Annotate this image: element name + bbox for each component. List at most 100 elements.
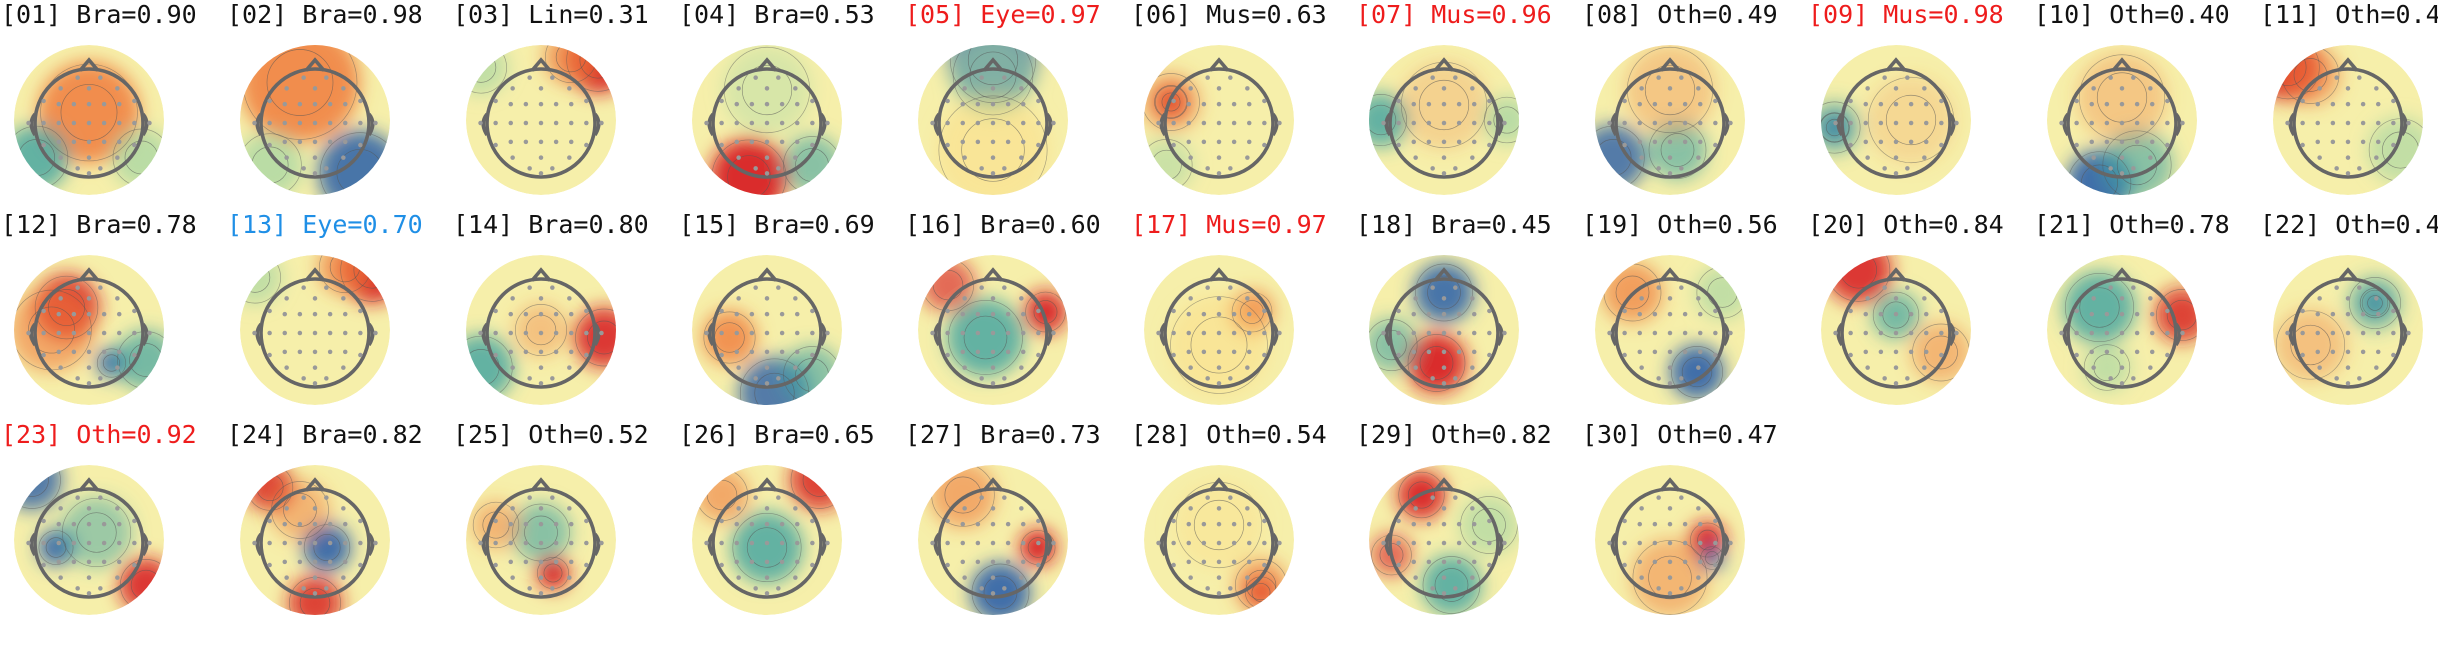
electrodes [1607, 495, 1733, 596]
component-28: [28] Oth=0.54 [1131, 420, 1357, 630]
topomap [692, 45, 842, 195]
electrodes [478, 285, 604, 386]
topomap [1595, 45, 1745, 195]
topomap [2047, 45, 2197, 195]
electrodes [704, 285, 830, 386]
head-outline [1384, 267, 1504, 389]
head-outline [1384, 477, 1504, 599]
topomap [240, 45, 390, 195]
head-outline [255, 267, 375, 389]
head-outline [1159, 477, 1279, 599]
head-outline [1610, 477, 1730, 599]
head-outline [255, 57, 375, 179]
component-label: [25] Oth=0.52 [453, 420, 649, 449]
electrodes [252, 495, 378, 596]
component-label: [01] Bra=0.90 [1, 0, 197, 29]
head-outline [481, 267, 601, 389]
electrodes [1381, 495, 1507, 596]
head-outline [1610, 267, 1730, 389]
head-outline [707, 267, 827, 389]
electrodes [252, 285, 378, 386]
electrodes [26, 285, 152, 386]
head-outline [2062, 57, 2182, 179]
component-label: [23] Oth=0.92 [1, 420, 197, 449]
head-outline [1159, 57, 1279, 179]
topomap [1821, 45, 1971, 195]
electrodes [1381, 285, 1507, 386]
electrodes [26, 495, 152, 596]
component-label: [13] Eye=0.70 [227, 210, 423, 239]
component-label: [29] Oth=0.82 [1356, 420, 1552, 449]
component-label: [07] Mus=0.96 [1356, 0, 1552, 29]
topomap [1369, 255, 1519, 405]
head-outline [2288, 267, 2408, 389]
component-24: [24] Bra=0.82 [227, 420, 453, 630]
electrodes [1156, 495, 1282, 596]
head-outline [29, 267, 149, 389]
head-outline [2288, 57, 2408, 179]
component-25: [25] Oth=0.52 [453, 420, 679, 630]
component-02: [02] Bra=0.98 [227, 0, 453, 210]
component-label: [08] Oth=0.49 [1582, 0, 1778, 29]
topomap [1595, 255, 1745, 405]
component-29: [29] Oth=0.82 [1356, 420, 1582, 630]
topomap [466, 255, 616, 405]
head-outline [933, 57, 1053, 179]
component-17: [17] Mus=0.97 [1131, 210, 1357, 420]
component-26: [26] Bra=0.65 [679, 420, 905, 630]
head-outline [481, 477, 601, 599]
head-outline [707, 477, 827, 599]
topomap [2047, 255, 2197, 405]
component-label: [12] Bra=0.78 [1, 210, 197, 239]
topomap [14, 255, 164, 405]
electrodes [478, 75, 604, 176]
component-20: [20] Oth=0.84 [1808, 210, 2034, 420]
component-05: [05] Eye=0.97 [905, 0, 1131, 210]
component-10: [10] Oth=0.40 [2034, 0, 2260, 210]
electrodes [704, 75, 830, 176]
component-16: [16] Bra=0.60 [905, 210, 1131, 420]
component-label: [04] Bra=0.53 [679, 0, 875, 29]
topomap [1821, 255, 1971, 405]
topomap [918, 45, 1068, 195]
component-09: [09] Mus=0.98 [1808, 0, 2034, 210]
component-21: [21] Oth=0.78 [2034, 210, 2260, 420]
topomap [14, 45, 164, 195]
component-27: [27] Bra=0.73 [905, 420, 1131, 630]
head-outline [1836, 57, 1956, 179]
component-label: [24] Bra=0.82 [227, 420, 423, 449]
head-outline [29, 477, 149, 599]
component-label: [26] Bra=0.65 [679, 420, 875, 449]
topomap [692, 255, 842, 405]
component-label: [14] Bra=0.80 [453, 210, 649, 239]
electrodes [478, 495, 604, 596]
component-label: [11] Oth=0.47 [2260, 0, 2438, 29]
electrodes [1833, 75, 1959, 176]
topomap [2273, 255, 2423, 405]
electrodes [26, 75, 152, 176]
head-outline [1159, 267, 1279, 389]
electrodes [930, 285, 1056, 386]
component-label: [06] Mus=0.63 [1131, 0, 1327, 29]
topomap [1144, 45, 1294, 195]
topomap [1369, 465, 1519, 615]
topomap [1144, 465, 1294, 615]
topomap [466, 465, 616, 615]
component-18: [18] Bra=0.45 [1356, 210, 1582, 420]
component-22: [22] Oth=0.49 [2260, 210, 2438, 420]
component-01: [01] Bra=0.90 [1, 0, 227, 210]
topomap [918, 255, 1068, 405]
head-outline [481, 57, 601, 179]
topomap [14, 465, 164, 615]
component-label: [09] Mus=0.98 [1808, 0, 2004, 29]
component-label: [21] Oth=0.78 [2034, 210, 2230, 239]
electrodes [2285, 285, 2411, 386]
component-label: [28] Oth=0.54 [1131, 420, 1327, 449]
component-15: [15] Bra=0.69 [679, 210, 905, 420]
head-outline [707, 57, 827, 179]
component-06: [06] Mus=0.63 [1131, 0, 1357, 210]
component-11: [11] Oth=0.47 [2260, 0, 2438, 210]
topomap [240, 465, 390, 615]
electrodes [704, 495, 830, 596]
